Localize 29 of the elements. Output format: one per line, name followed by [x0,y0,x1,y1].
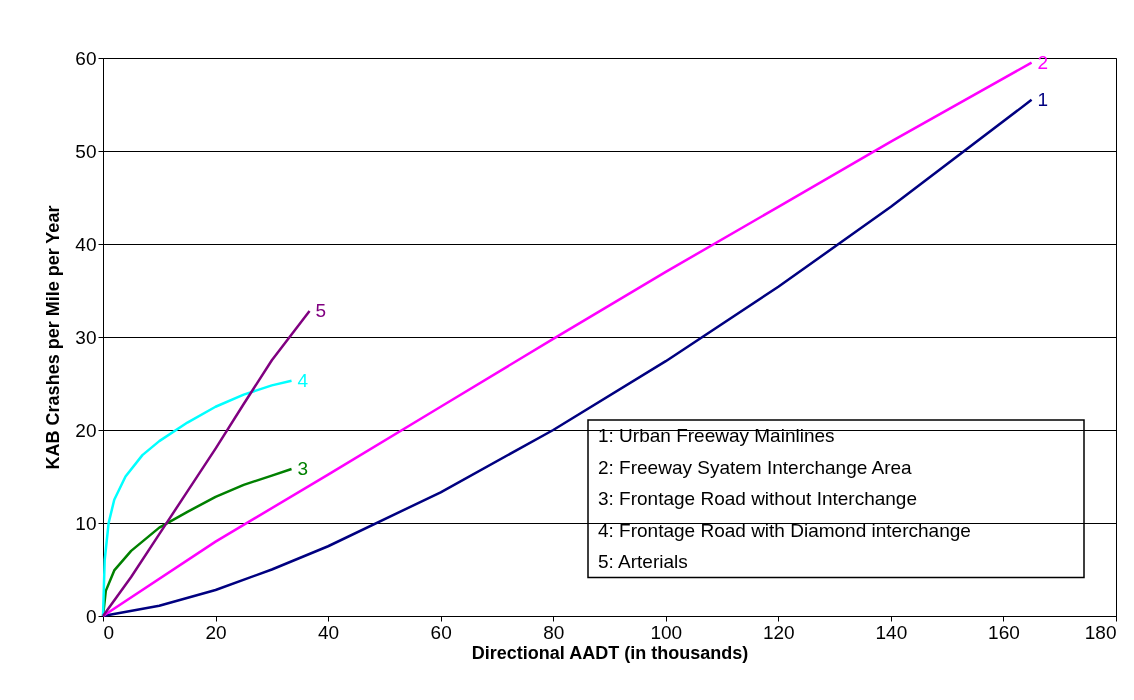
line-series [101,309,311,618]
x-tick-label: 0 [103,621,115,643]
x-tick-label: 100 [650,621,683,643]
y-tick-label: 10 [75,512,97,534]
series-label: 4 [297,369,309,391]
annotation: 3: Frontage Road without Interchange [598,488,917,509]
x-tick-label: 40 [318,621,340,643]
annotation: 4: Frontage Road with Diamond interchange [598,519,971,541]
series-label: 3 [297,458,309,480]
annotation: 5: Arterials [598,551,688,572]
y-tick-label: 20 [75,419,97,441]
x-tick-label: 20 [205,621,227,643]
x-axis-title: Directional AADT (in thousands) [471,642,749,663]
x-tick-label: 60 [430,621,452,643]
y-axis-title: KAB Crashes per Mile per Year [43,205,64,470]
y-tick-label: 30 [75,326,97,348]
y-tick-label: 0 [85,605,97,627]
series-label: 5 [315,299,327,321]
x-tick-label: 140 [875,621,908,643]
y-tick-label: 40 [75,233,97,255]
x-tick-label: 120 [762,621,795,643]
x-tick-label: 80 [543,621,565,643]
x-tick-label: 180 [1084,621,1117,643]
annotation: 2: Freeway Syatem Interchange Area [598,456,913,478]
y-tick-label: 60 [75,47,97,69]
y-tick-label: 50 [75,140,97,162]
series-label: 1 [1037,88,1049,110]
x-tick-label: 160 [988,621,1020,643]
line-series [101,379,293,618]
